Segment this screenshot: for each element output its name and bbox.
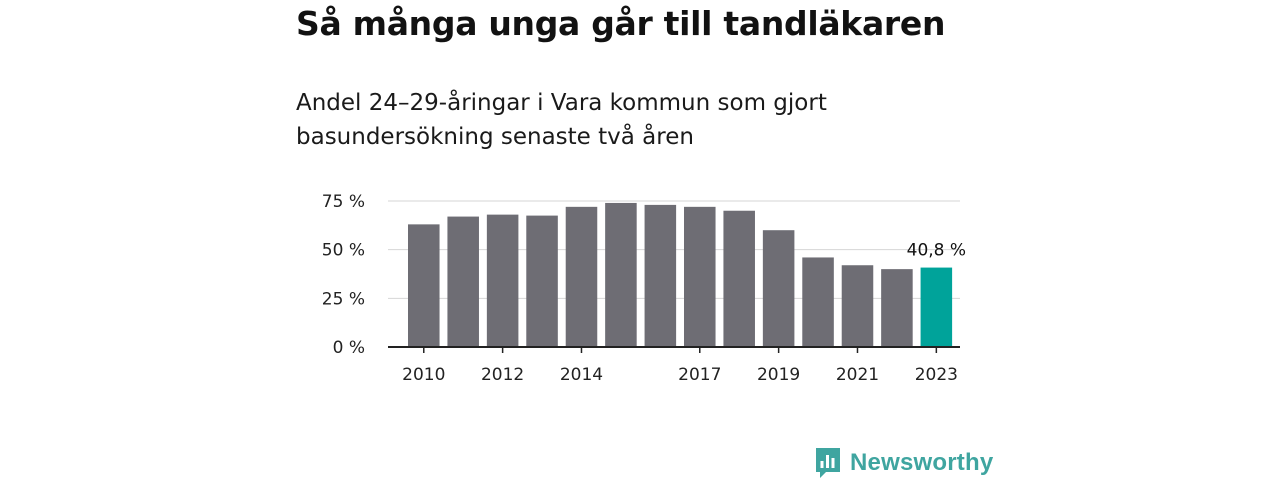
bar-2021 bbox=[841, 265, 874, 347]
x-tick-label: 2012 bbox=[481, 365, 524, 385]
bar-2015 bbox=[605, 202, 637, 347]
bar-2016 bbox=[644, 204, 677, 347]
bar-2017 bbox=[684, 206, 716, 347]
bar-2020 bbox=[802, 257, 834, 347]
bar-2014 bbox=[565, 206, 598, 347]
bar-chart: 0 % 25 % 50 % 75 % 2010 2012 2014 2017 2019 2021… bbox=[322, 192, 966, 385]
x-tick-label: 2017 bbox=[678, 365, 721, 385]
bar-2023 bbox=[920, 267, 953, 347]
x-tick-label: 2010 bbox=[402, 365, 445, 385]
page-title: Så många unga går till tandläkaren bbox=[296, 4, 946, 43]
y-axis-labels: 0 % 25 % 50 % 75 % bbox=[322, 192, 365, 358]
bars bbox=[408, 202, 953, 347]
annotations: 40,8 % bbox=[907, 241, 966, 261]
x-tick-label: 2014 bbox=[560, 365, 603, 385]
bar-2010 bbox=[408, 224, 440, 347]
brand: Newsworthy bbox=[814, 446, 993, 480]
x-tick-label: 2023 bbox=[915, 365, 958, 385]
page-subtitle: Andel 24–29-åringar i Vara kommun som gj… bbox=[296, 90, 827, 150]
y-tick-label: 25 % bbox=[322, 289, 365, 309]
brand-name: Newsworthy bbox=[850, 449, 994, 476]
bar-2022 bbox=[881, 269, 913, 347]
y-tick-label: 75 % bbox=[322, 192, 365, 212]
x-axis-labels: 2010 2012 2014 2017 2019 2021 2023 bbox=[402, 347, 958, 385]
y-tick-label: 50 % bbox=[322, 241, 365, 261]
x-tick-label: 2021 bbox=[836, 365, 879, 385]
newsworthy-logo-icon bbox=[816, 448, 840, 478]
bar-2013 bbox=[526, 215, 558, 347]
x-tick-label: 2019 bbox=[757, 365, 800, 385]
bar-2012 bbox=[486, 214, 519, 347]
bar-2011 bbox=[447, 216, 479, 347]
y-tick-label: 0 % bbox=[333, 338, 365, 358]
bar-2018 bbox=[723, 210, 755, 347]
bar-2019 bbox=[762, 230, 795, 347]
annotation-label: 40,8 % bbox=[907, 241, 966, 261]
